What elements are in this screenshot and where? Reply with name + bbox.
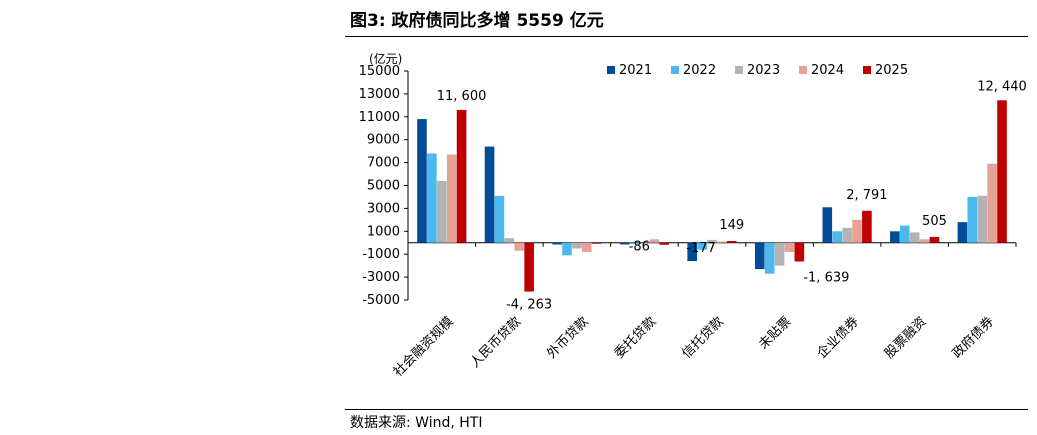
x-category-label: 股票融资 xyxy=(882,314,929,361)
bar-2025 xyxy=(591,242,602,244)
bar-2025 xyxy=(929,236,940,243)
bar-2021 xyxy=(619,242,630,245)
bar-2022 xyxy=(697,242,707,250)
legend: 2021 2022 2023 2024 2025 xyxy=(607,63,908,78)
bar-2023 xyxy=(572,242,582,249)
bar-2024 xyxy=(784,242,795,252)
bar-2025 xyxy=(997,100,1007,243)
bar-2023 xyxy=(774,242,785,266)
x-category-label: 企业债券 xyxy=(814,314,862,362)
legend-swatch-2022 xyxy=(671,66,679,74)
bar-2022 xyxy=(427,153,437,243)
bar-2024 xyxy=(717,241,727,243)
bar-2024 xyxy=(581,242,592,252)
x-category-label: 外币贷款 xyxy=(544,314,591,361)
y-tick-label: 13000 xyxy=(359,87,400,102)
bar-2023 xyxy=(909,232,920,243)
bar-2025 xyxy=(794,242,805,262)
bar-2022 xyxy=(832,231,843,243)
unit-label: (亿元) xyxy=(369,51,402,66)
legend-swatch-2025 xyxy=(863,66,871,74)
bar-2025 xyxy=(727,241,737,243)
bar-2025 xyxy=(659,242,670,245)
bar-2021 xyxy=(417,119,427,243)
y-tick-label: -3000 xyxy=(362,270,400,285)
bar-2025 xyxy=(456,109,467,243)
bar-chart: (亿元) 15000 13000 11000 9000 7000 5000 3000 1000… xyxy=(359,51,1027,380)
bar-2023 xyxy=(639,242,650,244)
bar-2024 xyxy=(987,163,997,243)
bar-2021 xyxy=(687,242,697,262)
source-note: 数据来源: Wind, HTI xyxy=(350,415,483,431)
bar-2023 xyxy=(436,180,447,243)
x-category-label: 未贴票 xyxy=(756,314,794,352)
data-label-2025: -86 xyxy=(629,240,650,255)
y-tick-label: -1000 xyxy=(362,247,400,262)
legend-swatch-2021 xyxy=(607,66,615,74)
data-label-2025: 2, 791 xyxy=(846,188,887,203)
bar-2021 xyxy=(552,242,562,245)
y-tick-label: 11000 xyxy=(359,110,400,125)
y-tick-label: 3000 xyxy=(367,201,400,216)
data-label-2025: -1, 639 xyxy=(803,271,849,286)
data-label-2025: 149 xyxy=(719,218,744,233)
x-category-label: 社会融资规模 xyxy=(390,314,456,380)
bar-2021 xyxy=(484,146,495,243)
bar-2025 xyxy=(524,242,534,292)
figure-title: 图3: 政府债同比多增 5559 亿元 xyxy=(350,11,604,31)
bar-2022 xyxy=(629,242,640,244)
bar-2022 xyxy=(764,242,775,274)
bar-2025 xyxy=(862,210,872,243)
bar-2022 xyxy=(899,225,910,243)
bar-2024 xyxy=(919,239,930,243)
bar-2024 xyxy=(514,242,525,251)
data-label-2025: 11, 600 xyxy=(437,89,487,104)
legend-swatch-2024 xyxy=(799,66,807,74)
y-tick-label: 9000 xyxy=(367,133,400,148)
y-tick-label: 7000 xyxy=(367,156,400,171)
y-tick-label: 1000 xyxy=(367,224,400,239)
x-category-label: 委托贷款 xyxy=(612,314,659,361)
data-label-2025: 505 xyxy=(922,214,947,229)
x-category-label: 政府债券 xyxy=(949,314,997,362)
legend-label-2025: 2025 xyxy=(875,63,908,78)
data-label-2025: -177 xyxy=(686,241,716,256)
legend-label-2022: 2022 xyxy=(683,63,716,78)
x-category-label: 人民币贷款 xyxy=(468,314,525,371)
data-label-2025: -4, 263 xyxy=(506,298,552,313)
bar-2021 xyxy=(754,242,765,270)
bar-2023 xyxy=(977,195,988,243)
bar-2023 xyxy=(707,239,717,243)
bar-2022 xyxy=(494,195,505,243)
legend-label-2021: 2021 xyxy=(619,63,652,78)
x-category-label: 信托贷款 xyxy=(679,314,726,361)
bar-2024 xyxy=(852,219,862,243)
bar-2024 xyxy=(446,154,457,243)
bars xyxy=(417,100,1007,292)
bar-2023 xyxy=(504,238,515,243)
data-label-2025: 12, 440 xyxy=(977,79,1027,94)
bar-2023 xyxy=(842,227,852,243)
bar-2021 xyxy=(890,231,900,243)
legend-swatch-2023 xyxy=(735,66,743,74)
bar-2021 xyxy=(822,207,833,243)
y-tick-label: 5000 xyxy=(367,179,400,194)
source-rule xyxy=(345,409,1028,410)
bar-2021 xyxy=(957,222,968,243)
bar-2022 xyxy=(562,242,572,256)
legend-label-2023: 2023 xyxy=(747,63,780,78)
y-tick-label: -5000 xyxy=(362,293,400,308)
y-tick-label: 15000 xyxy=(359,64,400,79)
title-rule xyxy=(345,36,1028,37)
bar-2022 xyxy=(967,196,978,243)
bar-2024 xyxy=(649,239,660,243)
legend-label-2024: 2024 xyxy=(811,63,844,78)
